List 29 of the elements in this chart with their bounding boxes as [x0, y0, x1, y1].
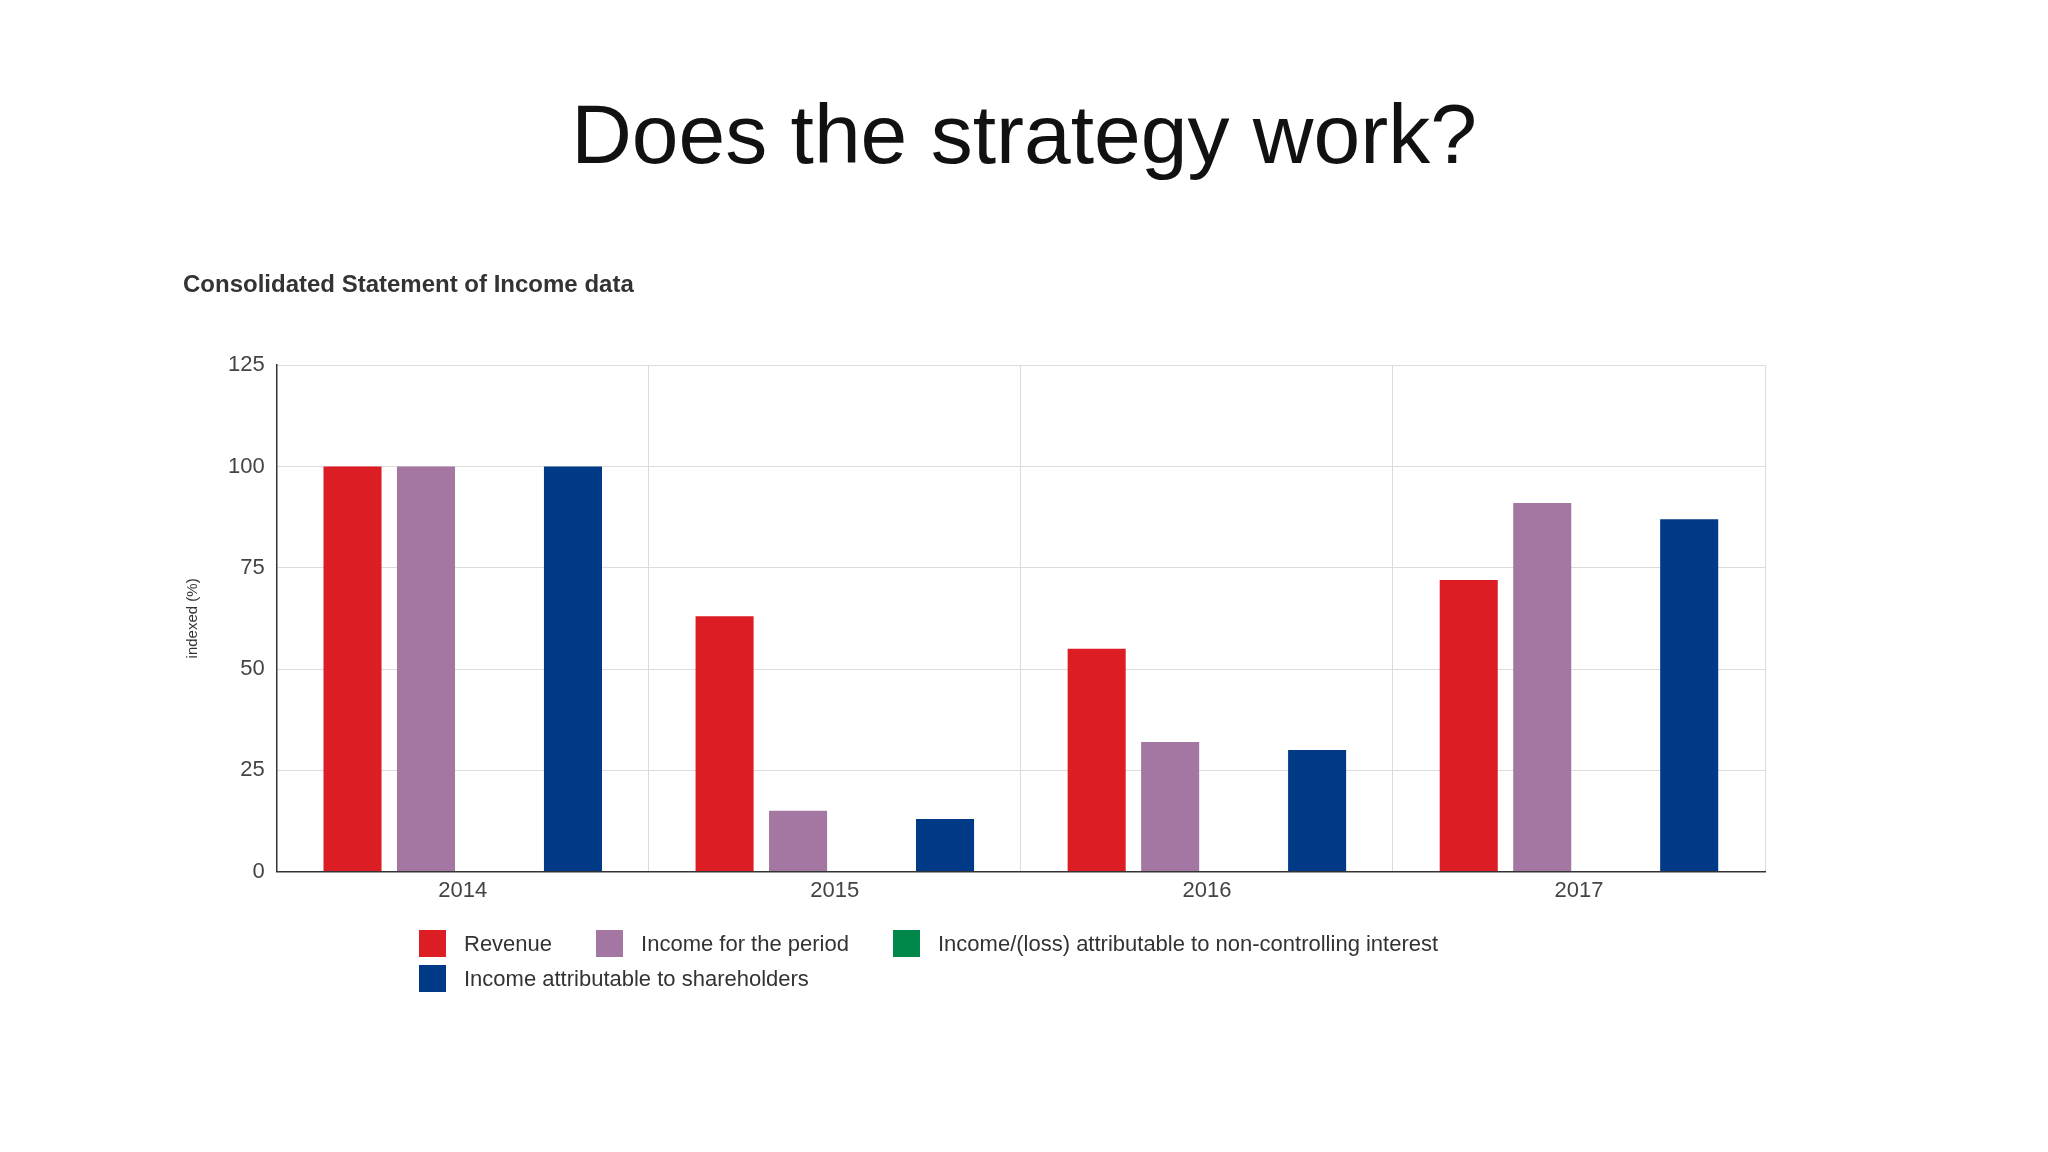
chart-subtitle: Consolidated Statement of Income data [183, 270, 634, 298]
legend-label: Income attributable to shareholders [464, 965, 809, 992]
legend-label: Income/(loss) attributable to non-controlling interest [937, 930, 1439, 957]
y-tick-label: 0 [252, 857, 265, 883]
y-tick-label: 50 [240, 655, 265, 681]
bar [916, 818, 975, 872]
chart-title: Does the strategy work? [570, 87, 1478, 181]
x-tick-label: 2017 [1554, 876, 1604, 902]
bar [1513, 502, 1572, 872]
y-tick-label: 25 [240, 756, 265, 782]
y-tick-label: 75 [240, 553, 265, 579]
x-tick-label: 2015 [810, 876, 860, 902]
y-axis-title: indexed (%) [183, 578, 201, 659]
bar [543, 466, 602, 872]
bar [1439, 579, 1498, 872]
y-tick-label: 100 [227, 452, 265, 478]
bar [396, 466, 456, 872]
bar [323, 466, 382, 872]
bar [1288, 750, 1347, 872]
x-tick-label: 2016 [1182, 876, 1232, 902]
bar [769, 810, 828, 872]
bar [695, 616, 754, 872]
bar [1141, 741, 1200, 872]
y-tick-label: 125 [227, 351, 265, 377]
legend-label: Income for the period [641, 930, 849, 957]
bar [1660, 519, 1719, 872]
legend-label: Revenue [464, 930, 553, 957]
bar [1067, 648, 1126, 872]
x-tick-label: 2014 [438, 876, 488, 902]
